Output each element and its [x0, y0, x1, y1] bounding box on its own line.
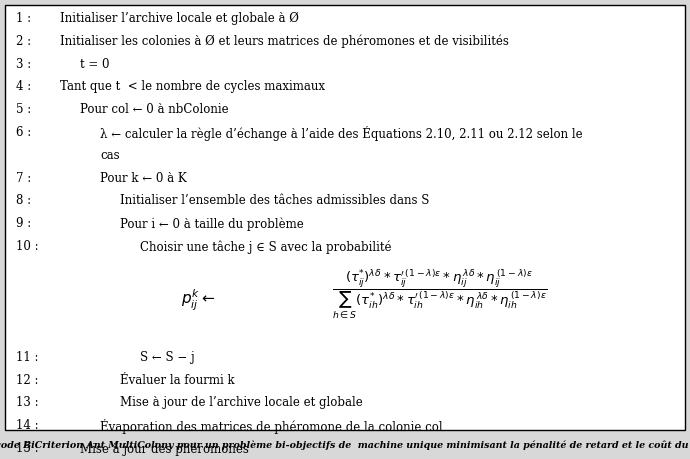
Text: Initialiser les colonies à Ø et leurs matrices de phéromones et de visibilités: Initialiser les colonies à Ø et leurs ma… [60, 35, 509, 48]
Text: Pour i ← 0 à taille du problème: Pour i ← 0 à taille du problème [120, 217, 304, 231]
Text: 7 :: 7 : [16, 172, 31, 185]
Text: Mise à jour des phéromones: Mise à jour des phéromones [80, 442, 249, 455]
Text: $\dfrac{(\tau_{ij}^{*})^{\lambda\delta} * \tau_{ij}^{\prime\,(1-\lambda)\varepsi: $\dfrac{(\tau_{ij}^{*})^{\lambda\delta} … [333, 268, 548, 321]
Text: 6 :: 6 : [16, 126, 31, 139]
Text: λ ← calculer la règle d’échange à l’aide des Équations 2.10, 2.11 ou 2.12 selon : λ ← calculer la règle d’échange à l’aide… [100, 126, 582, 141]
Text: 10 :: 10 : [16, 240, 39, 253]
Text: 11 :: 11 : [16, 351, 39, 364]
FancyBboxPatch shape [5, 5, 685, 430]
Text: Mise à jour de l’archive locale et globale: Mise à jour de l’archive locale et globa… [120, 397, 363, 409]
Text: 3 :: 3 : [16, 57, 31, 71]
Text: S ← S − j: S ← S − j [140, 351, 195, 364]
Text: Évaluer la fourmi k: Évaluer la fourmi k [120, 374, 235, 386]
Text: 2 :: 2 : [16, 35, 31, 48]
Text: 8 :: 8 : [16, 195, 31, 207]
Text: 12 :: 12 : [16, 374, 39, 386]
Text: Pour col ← 0 à nbColonie: Pour col ← 0 à nbColonie [80, 103, 228, 116]
Text: 9 :: 9 : [16, 217, 31, 230]
Text: 1 :: 1 : [16, 12, 31, 25]
Text: 13 :: 13 : [16, 397, 39, 409]
Text: Évaporation des matrices de phéromone de la colonie col: Évaporation des matrices de phéromone de… [100, 419, 442, 434]
Text: cas: cas [100, 149, 119, 162]
Text: Choisir une tâche j ∈ S avec la probabilité: Choisir une tâche j ∈ S avec la probabil… [140, 240, 391, 253]
Text: 5 :: 5 : [16, 103, 31, 116]
Text: 14 :: 14 : [16, 419, 39, 432]
Text: Pour k ← 0 à K: Pour k ← 0 à K [100, 172, 187, 185]
Text: Tant que t  < le nombre de cycles maximaux: Tant que t < le nombre de cycles maximau… [60, 80, 325, 93]
Text: 15 :: 15 : [16, 442, 39, 455]
Text: $p_{ij}^{k} \leftarrow$: $p_{ij}^{k} \leftarrow$ [181, 288, 215, 313]
Text: Initialiser l’ensemble des tâches admissibles dans S: Initialiser l’ensemble des tâches admiss… [120, 195, 429, 207]
Text: 4 :: 4 : [16, 80, 31, 93]
Text: Figure 5 : Pseudo-code BiCriterion Ant MultiColony pour un problème bi-objectifs: Figure 5 : Pseudo-code BiCriterion Ant M… [0, 440, 690, 450]
Text: Initialiser l’archive locale et globale à Ø: Initialiser l’archive locale et globale … [60, 12, 299, 25]
Text: t = 0: t = 0 [80, 57, 110, 71]
